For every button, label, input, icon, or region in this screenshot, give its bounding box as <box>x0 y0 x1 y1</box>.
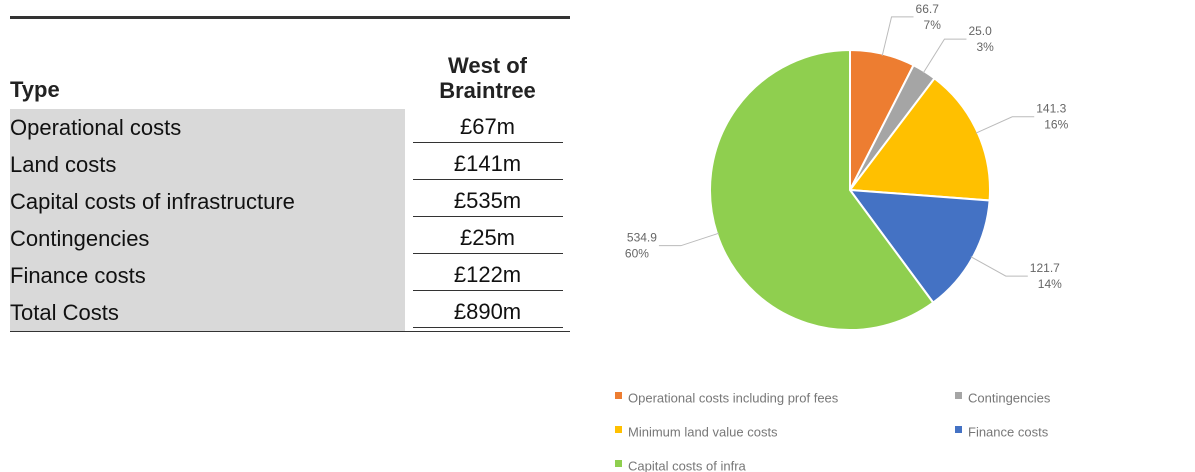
value-text: £67m <box>412 112 563 143</box>
legend-label: Minimum land value costs <box>628 424 778 439</box>
table-row: Total Costs £890m <box>10 294 570 332</box>
leader-line <box>922 38 967 74</box>
table-body: Operational costs £67m Land costs £141m Capi… <box>10 109 570 332</box>
value-text: £141m <box>412 149 563 180</box>
cost-table: Type West of Braintree Operational costs… <box>10 16 570 332</box>
row-label: Finance costs <box>10 257 405 294</box>
legend-label: Operational costs including prof fees <box>628 390 839 405</box>
header-cell: Type <box>10 17 405 109</box>
leader-line <box>881 16 914 56</box>
value-text: £122m <box>412 260 563 291</box>
data-label: 25.0 <box>968 24 992 38</box>
row-label: Contingencies <box>10 220 405 257</box>
table-row: Capital costs of infrastructure £535m <box>10 183 570 220</box>
value-text: £535m <box>412 186 563 217</box>
legend-swatch <box>615 460 622 467</box>
row-label: Land costs <box>10 146 405 183</box>
data-label: 534.9 <box>627 231 657 245</box>
leader-line <box>970 256 1028 277</box>
value-cell: £122m <box>405 257 570 294</box>
row-label: Total Costs <box>10 294 405 332</box>
data-label: 141.3 <box>1036 102 1066 116</box>
legend-swatch <box>955 392 962 399</box>
percent-label: 14% <box>1038 277 1062 291</box>
value-text: £25m <box>412 223 563 254</box>
table-row: Contingencies £25m <box>10 220 570 257</box>
table-row: Finance costs £122m <box>10 257 570 294</box>
legend-label: Finance costs <box>968 424 1049 439</box>
legend-swatch <box>955 426 962 433</box>
legend-swatch <box>615 392 622 399</box>
value-cell: £535m <box>405 183 570 220</box>
legend-label: Capital costs of infra <box>628 458 747 472</box>
percent-label: 7% <box>924 18 942 32</box>
legend-swatch <box>615 426 622 433</box>
value-cell: £67m <box>405 109 570 146</box>
value-cell: £25m <box>405 220 570 257</box>
percent-label: 60% <box>625 247 649 261</box>
value-cell: £141m <box>405 146 570 183</box>
table-row: Land costs £141m <box>10 146 570 183</box>
legend-label: Contingencies <box>968 390 1051 405</box>
percent-label: 3% <box>976 40 994 54</box>
leader-line <box>975 116 1035 134</box>
row-label: Operational costs <box>10 109 405 146</box>
data-label: 121.7 <box>1030 261 1060 275</box>
percent-label: 16% <box>1044 118 1068 132</box>
data-label: 66.7 <box>916 2 940 16</box>
header-cell: West of Braintree <box>439 53 536 103</box>
value-text: £890m <box>412 297 563 328</box>
leader-line <box>658 232 720 247</box>
value-cell: £890m <box>405 294 570 332</box>
table-row: Operational costs £67m <box>10 109 570 146</box>
row-label: Capital costs of infrastructure <box>10 183 405 220</box>
